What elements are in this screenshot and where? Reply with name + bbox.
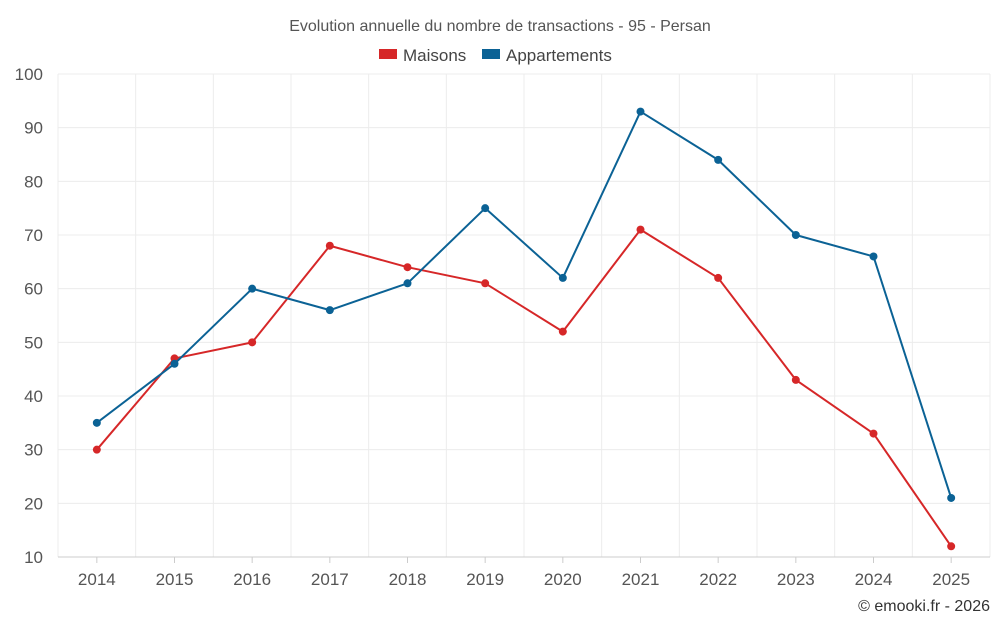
data-point-appartements[interactable] [869,252,878,261]
y-axis-ticks: 10 20 30 40 50 60 70 80 90 100 [15,65,43,567]
credit-text: © emooki.fr - 2026 [858,598,990,615]
legend: Maisons Appartements [379,46,612,65]
data-point-appartements[interactable] [170,359,179,368]
y-tick-label: 30 [24,441,43,460]
data-point-appartements[interactable] [481,204,490,213]
x-tick-label: 2018 [389,570,427,589]
data-point-maisons[interactable] [714,273,723,282]
data-point-appartements[interactable] [558,273,567,282]
data-point-appartements[interactable] [636,107,645,116]
y-tick-label: 50 [24,333,43,352]
series-appartements [92,107,956,502]
y-tick-label: 90 [24,119,43,138]
x-tick-label: 2019 [466,570,504,589]
legend-label-appartements[interactable]: Appartements [506,46,612,65]
y-tick-label: 80 [24,172,43,191]
data-point-appartements[interactable] [248,284,257,293]
y-tick-label: 60 [24,280,43,299]
data-point-appartements[interactable] [714,155,723,164]
data-point-maisons[interactable] [869,429,878,438]
data-point-maisons[interactable] [325,241,334,250]
data-point-maisons[interactable] [791,375,800,384]
legend-swatch-maisons [379,49,397,59]
x-tick-label: 2024 [855,570,893,589]
x-tick-label: 2020 [544,570,582,589]
series-line-appartements [96,110,953,499]
x-tick-label: 2022 [699,570,737,589]
data-point-maisons[interactable] [248,338,257,347]
data-point-maisons[interactable] [558,327,567,336]
chart-title: Evolution annuelle du nombre de transact… [289,18,711,35]
data-point-appartements[interactable] [92,418,101,427]
y-tick-label: 20 [24,494,43,513]
x-tick-label: 2023 [777,570,815,589]
y-tick-label: 10 [24,548,43,567]
data-point-maisons[interactable] [636,225,645,234]
y-tick-label: 70 [24,226,43,245]
data-point-appartements[interactable] [947,493,956,502]
series-lines [92,107,956,551]
data-point-maisons[interactable] [92,445,101,454]
legend-label-maisons[interactable]: Maisons [403,46,466,65]
x-tick-label: 2016 [233,570,271,589]
gridlines [57,73,991,558]
data-point-appartements[interactable] [325,306,334,315]
data-point-appartements[interactable] [403,279,412,288]
series-line-maisons [96,228,952,547]
x-axis-ticks: 2014 2015 2016 2017 2018 2019 2020 2021 2022 2023… [78,557,970,589]
x-tick-label: 2021 [622,570,660,589]
data-point-maisons[interactable] [403,263,412,272]
x-tick-label: 2014 [78,570,116,589]
y-tick-label: 100 [15,65,43,84]
series-maisons [92,225,956,551]
x-tick-label: 2017 [311,570,349,589]
data-point-maisons[interactable] [481,279,490,288]
x-tick-label: 2025 [932,570,970,589]
x-tick-label: 2015 [156,570,194,589]
legend-swatch-appartements [482,49,500,59]
data-point-appartements[interactable] [791,231,800,239]
data-point-maisons[interactable] [947,542,956,551]
y-tick-label: 40 [24,387,43,406]
